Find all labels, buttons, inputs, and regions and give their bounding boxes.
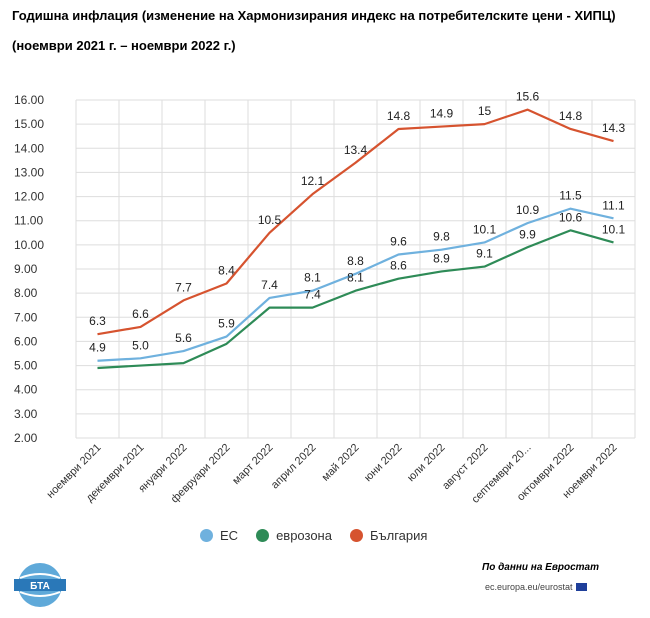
data-label: 10.9 bbox=[516, 203, 540, 217]
legend-item-bulgaria[interactable]: България bbox=[349, 528, 428, 543]
data-label: 6.3 bbox=[89, 314, 106, 328]
legend-label-bulgaria: България bbox=[369, 528, 428, 543]
data-label: 10.6 bbox=[559, 210, 583, 224]
data-label: 14.8 bbox=[559, 109, 583, 123]
legend-dot-eu bbox=[200, 529, 213, 542]
bta-logo: БТА bbox=[14, 563, 66, 607]
chart-legend: ЕС еврозона България bbox=[200, 528, 427, 543]
data-label: 8.1 bbox=[347, 271, 364, 285]
eu-flag-icon bbox=[575, 583, 587, 591]
data-label: 6.6 bbox=[132, 307, 149, 321]
data-label: 9.9 bbox=[519, 227, 536, 241]
data-label: 11.1 bbox=[602, 198, 625, 212]
source-link[interactable]: ec.europa.eu/eurostat bbox=[485, 582, 587, 592]
data-label: 10.1 bbox=[602, 222, 626, 236]
y-tick-label: 12.00 bbox=[14, 190, 44, 204]
data-label: 12.1 bbox=[301, 174, 325, 188]
legend-dot-bulgaria bbox=[349, 529, 363, 542]
chart-subtitle: (ноември 2021 г. – ноември 2022 г.) bbox=[12, 38, 236, 53]
x-tick-label: май 2022 bbox=[320, 442, 362, 484]
data-label: 7.4 bbox=[304, 288, 321, 302]
source-note: По данни на Евростат bbox=[482, 562, 600, 573]
y-tick-label: 8.00 bbox=[14, 286, 38, 300]
y-tick-label: 9.00 bbox=[14, 262, 38, 276]
y-tick-label: 5.00 bbox=[14, 359, 38, 373]
x-tick-label: юни 2022 bbox=[362, 442, 404, 484]
y-tick-label: 10.00 bbox=[14, 238, 44, 252]
y-tick-label: 14.00 bbox=[14, 141, 44, 155]
legend-item-eurozone[interactable]: еврозона bbox=[256, 528, 332, 543]
line-chart: 2.00 3.00 4.00 5.00 6.00 7.00 8.00 9.00 10.00 11.… bbox=[14, 90, 636, 506]
data-label: 15.6 bbox=[516, 90, 540, 104]
data-label: 13.4 bbox=[344, 143, 368, 157]
bta-logo-text: БТА bbox=[30, 581, 50, 592]
y-tick-label: 13.00 bbox=[14, 165, 44, 179]
data-label: 14.8 bbox=[387, 109, 411, 123]
legend-label-eurozone: еврозона bbox=[276, 528, 332, 543]
y-tick-label: 4.00 bbox=[14, 383, 38, 397]
data-label: 14.3 bbox=[602, 121, 626, 135]
data-label: 8.6 bbox=[390, 259, 407, 273]
data-label: 5.0 bbox=[132, 338, 149, 352]
y-tick-label: 11.00 bbox=[14, 214, 43, 228]
x-tick-label: април 2022 bbox=[269, 442, 319, 492]
x-tick-label: март 2022 bbox=[230, 442, 275, 487]
y-tick-label: 2.00 bbox=[14, 431, 38, 445]
data-label: 5.9 bbox=[218, 317, 235, 331]
data-label: 7.4 bbox=[261, 278, 278, 292]
data-label: 8.4 bbox=[218, 263, 235, 277]
data-label: 5.6 bbox=[175, 331, 192, 345]
data-label: 9.8 bbox=[433, 230, 450, 244]
series-line-еврозона bbox=[97, 229, 614, 370]
data-label: 10.1 bbox=[473, 222, 497, 236]
y-tick-label: 7.00 bbox=[14, 310, 38, 324]
y-tick-label: 15.00 bbox=[14, 117, 44, 131]
y-tick-label: 3.00 bbox=[14, 407, 38, 421]
chart-title: Годишна инфлация (изменение на Хармонизи… bbox=[12, 8, 616, 23]
data-label: 4.9 bbox=[89, 341, 106, 355]
data-label: 11.5 bbox=[559, 189, 582, 203]
legend-item-eu[interactable]: ЕС bbox=[200, 528, 238, 543]
data-label: 8.9 bbox=[433, 251, 450, 265]
data-label: 15 bbox=[478, 104, 492, 118]
data-label: 9.1 bbox=[476, 247, 493, 261]
source-url-text: ec.europa.eu/eurostat bbox=[485, 582, 573, 592]
legend-dot-eurozone bbox=[256, 529, 270, 542]
data-label: 14.9 bbox=[430, 107, 454, 121]
legend-label-eu: ЕС bbox=[220, 528, 239, 543]
data-label: 8.8 bbox=[347, 254, 364, 268]
data-label: 10.5 bbox=[258, 213, 282, 227]
x-tick-label: юли 2022 bbox=[405, 442, 448, 485]
data-label: 8.1 bbox=[304, 271, 321, 285]
data-label: 9.6 bbox=[390, 235, 407, 249]
y-tick-label: 6.00 bbox=[14, 334, 38, 348]
y-tick-label: 16.00 bbox=[14, 93, 44, 107]
data-label: 7.7 bbox=[175, 280, 192, 294]
